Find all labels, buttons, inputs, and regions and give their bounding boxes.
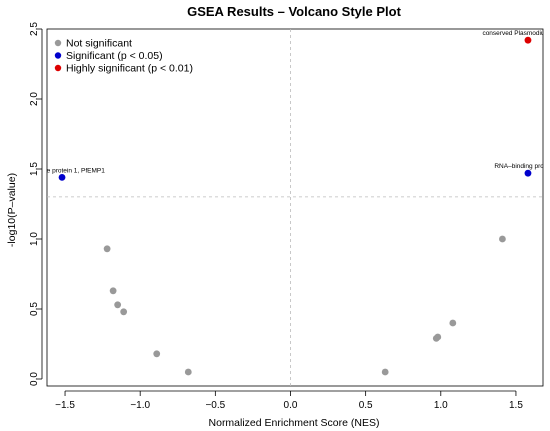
legend-item-label: Highly significant (p < 0.01) xyxy=(66,63,193,75)
point-annotation: RNA–binding protein, p xyxy=(494,163,550,170)
plot-area-border xyxy=(46,28,544,387)
y-tick-label: 0.0 xyxy=(29,372,40,386)
y-axis-label: -log10(P–value) xyxy=(6,173,18,247)
data-point xyxy=(58,174,66,181)
data-point xyxy=(184,368,192,376)
point-annotation: conserved Plasmodium protein, xyxy=(482,30,550,37)
data-point xyxy=(434,333,442,341)
data-point xyxy=(153,350,161,358)
y-tick-label: 2.0 xyxy=(29,92,40,106)
data-point xyxy=(120,308,128,316)
y-tick-label: 1.5 xyxy=(29,162,40,176)
data-points xyxy=(58,36,532,376)
y-tick-label: 2.5 xyxy=(29,22,40,36)
x-tick-label: −1.5 xyxy=(55,400,75,411)
data-point xyxy=(524,36,532,44)
reference-lines xyxy=(47,29,543,386)
y-tick-label: 1.0 xyxy=(29,232,40,246)
axes: −1.5 −1.0 −0.5 0.0 0.5 1.0 1.5 0.0 0.5 1.0 1.5 2.0 2… xyxy=(29,22,523,411)
x-tick-label: −1.0 xyxy=(130,400,150,411)
chart-title: GSEA Results – Volcano Style Plot xyxy=(187,4,402,19)
data-point xyxy=(381,368,389,376)
data-point xyxy=(114,301,122,309)
x-tick-label: 0.5 xyxy=(359,400,373,411)
legend-marker xyxy=(54,64,62,72)
data-point xyxy=(449,319,457,327)
legend-item-label: Not significant xyxy=(66,38,132,50)
legend-marker xyxy=(54,39,62,47)
y-tick-label: 0.5 xyxy=(29,302,40,316)
x-tick-label: 0.0 xyxy=(284,400,298,411)
data-point xyxy=(524,169,532,177)
legend-item-label: Significant (p < 0.05) xyxy=(66,50,163,62)
data-point xyxy=(109,287,117,295)
point-annotation: membrane protein 1, PfEMP1 xyxy=(19,167,105,174)
data-point xyxy=(499,235,506,243)
x-tick-label: 1.5 xyxy=(509,400,523,411)
point-annotations: membrane protein 1, PfEMP1 RNA–binding pr… xyxy=(19,30,550,174)
x-tick-label: −0.5 xyxy=(205,400,225,411)
x-axis-label: Normalized Enrichment Score (NES) xyxy=(209,417,380,429)
x-tick-label: 1.0 xyxy=(434,400,448,411)
data-point xyxy=(103,245,111,253)
legend-marker xyxy=(54,52,62,59)
